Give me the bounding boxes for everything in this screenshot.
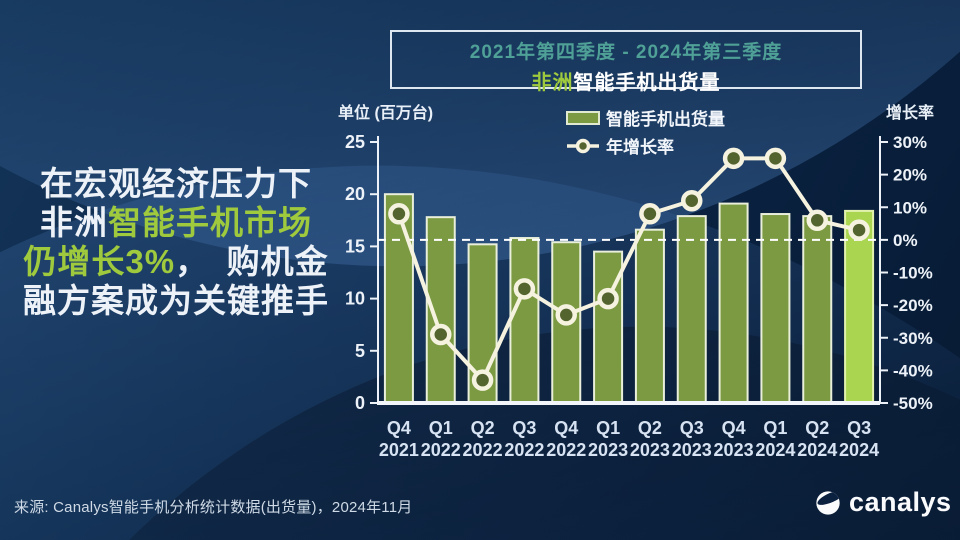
right-axis-tick-label: -10% (893, 264, 933, 283)
headline-run: 融方案成为关键推手 (23, 282, 329, 319)
headline-run: 在宏观经济压力下 (40, 165, 312, 202)
right-axis-tick-label: 20% (893, 166, 927, 185)
left-axis-title: 单位 (百万台) (338, 105, 434, 122)
legend-item-label: 年增长率 (606, 138, 674, 157)
headline-run: ， 购机金 (175, 243, 329, 280)
growth-marker (806, 209, 828, 232)
legend-bar-swatch-icon (566, 110, 600, 125)
headline-line: 仍增长3%， 购机金 (0, 242, 352, 281)
canalys-logo-icon (816, 490, 840, 515)
canalys-logo-text: canalys (849, 487, 952, 517)
chart-title-rest: 智能手机出货量 (573, 72, 721, 94)
legend-item-growth: 年增长率 (566, 133, 725, 158)
legend-line-dot-icon (567, 138, 599, 153)
headline-run: 仍增长3% (23, 243, 176, 280)
chart-subtitle-period: 2021年第四季度 - 2024年第三季度 (469, 42, 783, 63)
canalys-logo: canalys (814, 487, 952, 518)
chart-title-box: 2021年第四季度 - 2024年第三季度 非洲智能手机出货量 (390, 30, 862, 94)
headline-text: 在宏观经济压力下 非洲智能手机市场 仍增长3%， 购机金 融方案成为关键推手 (0, 164, 352, 320)
right-axis-title: 增长率 (886, 105, 935, 122)
right-axis-tick-label: 30% (893, 133, 927, 152)
headline-line: 非洲智能手机市场 (0, 203, 352, 242)
headline-line: 融方案成为关键推手 (0, 281, 352, 320)
chart-legend: 智能手机出货量 年增长率 (566, 105, 725, 158)
legend-item-shipments: 智能手机出货量 (566, 105, 725, 130)
source-note: 来源: Canalys智能手机分析统计数据(出货量)，2024年11月 (14, 499, 413, 516)
right-axis-tick-label: 0% (893, 231, 918, 250)
growth-marker (848, 219, 870, 241)
headline-line: 在宏观经济压力下 (0, 164, 352, 203)
headline-run: 非洲 (40, 204, 108, 241)
right-axis-tick-label: 10% (893, 198, 927, 217)
chart-title-region: 非洲 (531, 72, 574, 94)
legend-item-label: 智能手机出货量 (606, 110, 725, 129)
headline-run: 智能手机市场 (108, 204, 312, 241)
right-axis-tick-label: -20% (893, 296, 933, 315)
chart-title: 非洲智能手机出货量 (392, 66, 860, 95)
